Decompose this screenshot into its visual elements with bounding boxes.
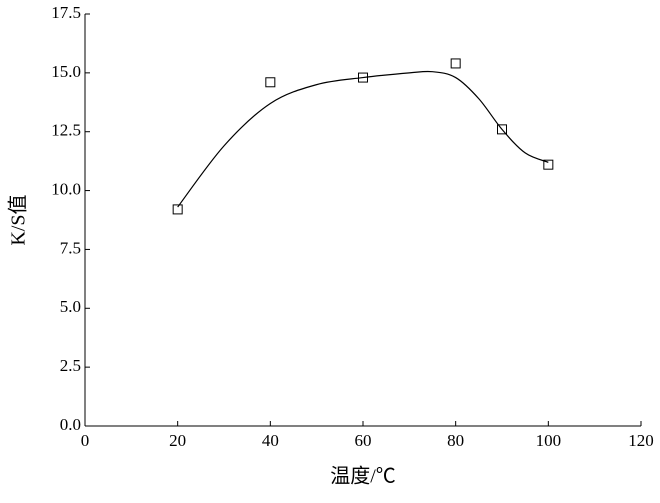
y-tick-label: 12.5 (51, 121, 81, 140)
y-tick-label: 7.5 (60, 238, 81, 257)
y-tick-label: 15.0 (51, 62, 81, 81)
data-point (543, 159, 554, 170)
x-tick-label: 80 (447, 431, 464, 450)
x-tick-label: 20 (169, 431, 186, 450)
x-tick-label: 120 (628, 431, 654, 450)
x-axis-label: 温度/℃ (330, 465, 396, 488)
y-tick-label: 17.5 (51, 3, 81, 22)
fit-curve (177, 70, 549, 208)
y-tick-label: 5.0 (60, 297, 81, 316)
x-tick-label: 60 (355, 431, 372, 450)
x-tick-label: 40 (262, 431, 279, 450)
data-point (172, 204, 183, 215)
y-tick-label: 10.0 (51, 179, 81, 198)
y-tick-label: 2.5 (60, 356, 81, 375)
data-point (450, 58, 461, 69)
y-tick-label: 0.0 (60, 415, 81, 434)
x-tick-label: 0 (81, 431, 90, 450)
data-point (265, 77, 276, 88)
y-axis-label: K/S值 (7, 194, 30, 245)
x-tick-label: 100 (536, 431, 562, 450)
